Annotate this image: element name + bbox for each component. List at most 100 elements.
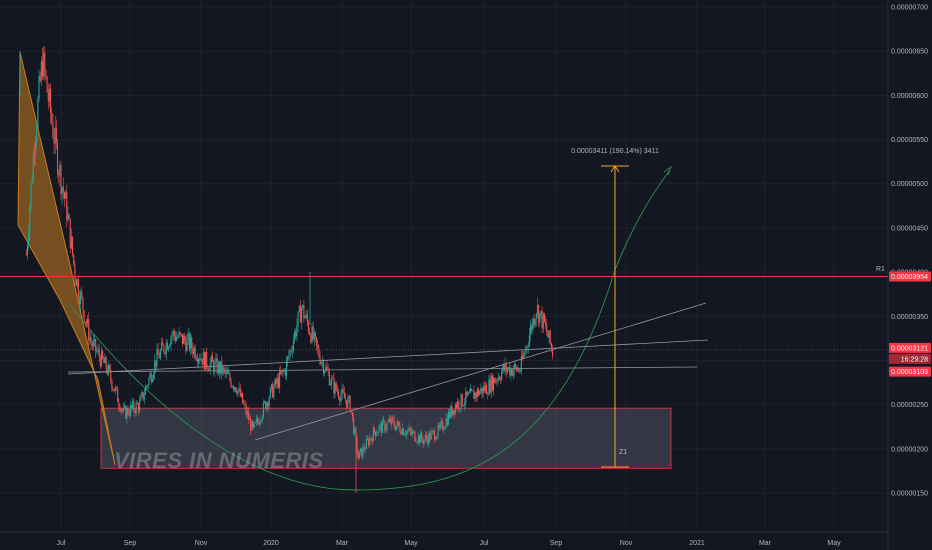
- measure-arrow: [610, 165, 620, 173]
- candle-body: [55, 127, 57, 143]
- candle-body: [260, 420, 262, 422]
- candle-body: [268, 398, 270, 407]
- candle-body: [430, 431, 432, 440]
- candle-body: [262, 402, 264, 417]
- time-tick-label: Sep: [124, 540, 137, 547]
- candle-body: [314, 332, 316, 338]
- candle-body: [25, 254, 27, 256]
- candle-body: [96, 351, 98, 352]
- candle-body: [215, 358, 217, 362]
- candle-body: [103, 358, 105, 364]
- candle-body: [199, 358, 201, 361]
- candle-body: [320, 361, 322, 365]
- low-line-price-tag-bg: [889, 366, 931, 377]
- candle-body: [321, 361, 323, 363]
- candle-body: [497, 377, 499, 381]
- candle-body: [198, 358, 200, 363]
- candle-body: [163, 345, 165, 353]
- candle-body: [213, 361, 215, 373]
- candle-body: [192, 348, 194, 355]
- candle-body: [307, 322, 310, 332]
- candle-body: [341, 388, 343, 395]
- candle-body: [210, 356, 212, 363]
- candle-body: [90, 337, 92, 344]
- candle-body: [540, 310, 542, 314]
- time-tick-label: Jul: [480, 540, 489, 547]
- candle-body: [254, 421, 256, 423]
- candle-body: [479, 391, 481, 396]
- candle-body: [512, 370, 514, 376]
- candle-body: [366, 439, 369, 440]
- candle-body: [148, 378, 150, 386]
- trend-line-upper: [67, 339, 709, 375]
- candle-body: [78, 296, 81, 304]
- candle-body: [483, 386, 485, 392]
- candle-body: [437, 425, 439, 437]
- candle-body: [80, 291, 82, 304]
- candle-body: [279, 371, 281, 388]
- candle-body: [364, 449, 366, 451]
- candle-body: [343, 392, 345, 399]
- candle-body: [296, 325, 298, 337]
- candle-body: [191, 337, 193, 349]
- candle-body: [427, 438, 429, 444]
- candle-body: [129, 405, 131, 416]
- candle-body: [340, 394, 342, 402]
- candle-body: [194, 347, 196, 359]
- candle-body: [59, 164, 61, 176]
- candle-body: [391, 417, 393, 424]
- candle-body: [357, 453, 359, 459]
- candle-body: [170, 337, 172, 346]
- candle-body: [183, 335, 185, 344]
- candle-body: [312, 326, 314, 340]
- candle-body: [524, 352, 526, 355]
- candle-body: [92, 340, 94, 347]
- candle-body: [56, 142, 59, 175]
- candle-body: [82, 297, 84, 311]
- countdown-tag: 16:29:28: [901, 356, 928, 363]
- time-tick-label: Mar: [336, 540, 349, 547]
- candle-body: [388, 419, 391, 422]
- candle-body: [415, 441, 417, 443]
- candle-body: [476, 389, 478, 398]
- candle-body: [354, 428, 356, 434]
- candle-body: [373, 427, 375, 432]
- candle-body: [203, 352, 205, 370]
- candle-body: [51, 113, 53, 123]
- candle-body: [477, 389, 480, 396]
- candle-body: [486, 384, 488, 395]
- candle-body: [339, 397, 341, 402]
- candle-body: [259, 421, 261, 425]
- candle-body: [63, 192, 66, 199]
- candle-body: [102, 350, 104, 359]
- candle-body: [196, 359, 199, 363]
- candle-body: [359, 448, 362, 452]
- candle-body: [239, 387, 241, 397]
- candle-body: [62, 186, 64, 193]
- price-tick-label: 0.00000200: [891, 446, 928, 453]
- candle-body: [299, 305, 301, 323]
- candle-body: [143, 394, 145, 400]
- candle-body: [480, 387, 482, 392]
- candle-body: [533, 318, 535, 326]
- candle-body: [436, 436, 438, 440]
- candle-body: [222, 367, 224, 374]
- time-axis[interactable]: Jul Sep Nov 2020 Mar May Jul Sep Nov 2021 Mar May: [0, 531, 888, 547]
- candle-body: [226, 371, 229, 374]
- candle-body: [157, 349, 159, 356]
- candle-body: [93, 338, 96, 341]
- candle-body: [171, 334, 173, 338]
- candle-body: [28, 233, 30, 245]
- candle-body: [265, 401, 267, 410]
- candle-body: [462, 405, 465, 407]
- candle-body: [164, 352, 166, 355]
- candle-body: [416, 441, 418, 443]
- candle-body: [498, 377, 500, 380]
- candle-body: [150, 373, 152, 382]
- price-tags: 0.00003954 0.00003121 16:29:28 0.00003103: [889, 271, 931, 377]
- last-price-tag-bg: [889, 342, 931, 353]
- candle-body: [548, 330, 550, 338]
- candle-body: [472, 390, 474, 392]
- candle-body: [289, 350, 291, 356]
